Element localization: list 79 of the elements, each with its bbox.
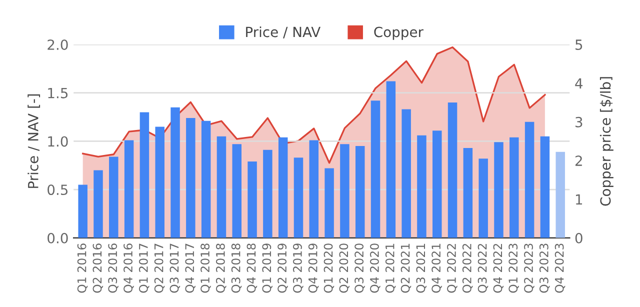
y2-tick-label: 2	[575, 156, 582, 166]
x-tick-label: Q4 2019	[308, 244, 319, 293]
x-tick-label: Q1 2016	[77, 244, 88, 293]
bar	[402, 109, 411, 238]
x-tick-label: Q3 2019	[292, 244, 304, 293]
x-tick-label: Q2 2022	[462, 244, 473, 293]
bar	[355, 146, 365, 238]
y-axis-title: Price / NAV [-]	[28, 94, 40, 188]
bar	[432, 130, 442, 238]
bar	[417, 135, 426, 238]
y2-tick-label: 1	[576, 194, 582, 205]
x-tick-label: Q1 2020	[324, 244, 334, 293]
bar	[170, 107, 180, 238]
x-tick-label: Q2 2021	[400, 244, 412, 293]
bar	[78, 184, 88, 238]
bar	[448, 102, 458, 238]
x-tick-label: Q4 2023	[554, 244, 566, 293]
x-tick-label: Q4 2016	[124, 244, 134, 293]
bar	[463, 148, 473, 238]
x-tick-label: Q2 2019	[278, 244, 288, 293]
bar	[140, 112, 150, 238]
y-tick-label: 0.5	[48, 184, 68, 196]
bar	[232, 144, 242, 238]
x-tick-label: Q2 2020	[339, 244, 350, 293]
bar	[278, 137, 288, 238]
x-tick-label: Q2 2016	[92, 244, 104, 293]
bar	[155, 126, 164, 238]
bar	[294, 158, 304, 238]
x-tick-label: Q2 2023	[524, 244, 534, 293]
bar	[124, 140, 134, 238]
y2-axis-title: Copper price [$/lb]	[600, 77, 614, 206]
bar	[524, 122, 534, 238]
x-tick-label: Q4 2017	[185, 244, 196, 293]
bar	[510, 137, 519, 238]
bar	[386, 81, 396, 238]
bar	[201, 120, 211, 238]
bar	[340, 144, 350, 238]
bar	[556, 152, 565, 238]
x-tick-label: Q3 2023	[539, 244, 550, 293]
x-tick-label: Q3 2020	[354, 244, 365, 293]
y-tick-label: 2.0	[48, 39, 68, 50]
x-tick-label: Q3 2016	[108, 244, 118, 293]
x-tick-label: Q1 2021	[385, 244, 396, 293]
bar	[263, 150, 272, 238]
legend-label: Copper	[374, 26, 424, 40]
x-tick-label: Q1 2019	[262, 244, 272, 293]
bar	[216, 136, 226, 238]
bar	[494, 142, 504, 238]
bar	[109, 156, 118, 238]
y-tick-label: 1.5	[48, 88, 68, 98]
y2-tick-label: 5	[576, 40, 582, 50]
x-tick-label: Q4 2021	[432, 244, 442, 293]
x-tick-label: Q3 2021	[416, 244, 427, 293]
bar	[324, 168, 334, 238]
x-tick-label: Q2 2018	[216, 244, 226, 293]
bar	[540, 136, 550, 238]
x-tick-label: Q3 2018	[231, 244, 242, 293]
x-tick-label: Q1 2022	[447, 244, 458, 293]
x-tick-label: Q4 2018	[246, 244, 258, 293]
x-tick-label: Q4 2022	[493, 244, 504, 293]
bar	[370, 100, 380, 238]
x-tick-label: Q3 2017	[170, 244, 180, 293]
x-tick-label: Q2 2017	[154, 244, 165, 293]
x-tick-label: Q4 2020	[370, 244, 380, 293]
legend-label: Price / NAV	[246, 26, 320, 38]
y2-tick-label: 0	[575, 232, 582, 244]
bar	[309, 140, 319, 238]
bar	[478, 158, 488, 238]
x-tick-label: Q3 2022	[478, 244, 488, 293]
y2-tick-label: 3	[576, 116, 582, 128]
bar	[186, 118, 196, 238]
x-tick-label: Q1 2018	[200, 244, 211, 293]
bar	[248, 162, 257, 238]
x-tick-label: Q1 2017	[138, 244, 150, 293]
bar	[94, 170, 103, 238]
y2-tick-label: 4	[575, 78, 583, 88]
y-tick-label: 1.0	[48, 136, 68, 147]
y-tick-label: 0.0	[48, 232, 68, 244]
x-tick-label: Q1 2023	[508, 244, 519, 293]
